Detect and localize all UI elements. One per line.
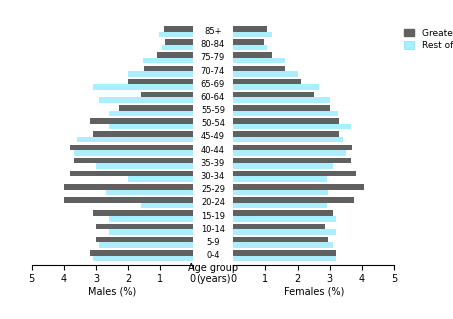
Bar	[73, 158, 193, 163]
Bar	[90, 250, 193, 256]
Bar	[109, 111, 193, 116]
Bar	[233, 79, 301, 84]
Bar	[233, 203, 327, 208]
Bar	[233, 105, 330, 111]
Text: 70-74: 70-74	[201, 67, 225, 76]
Bar	[233, 163, 333, 169]
Bar	[64, 184, 193, 190]
Bar	[96, 224, 193, 229]
Bar	[233, 71, 298, 77]
Bar	[141, 203, 193, 208]
Text: 30-34: 30-34	[201, 172, 225, 181]
Bar	[233, 26, 267, 32]
Bar	[233, 145, 352, 150]
Legend: Greater capital cities, Rest of Australia: Greater capital cities, Rest of Australi…	[402, 27, 453, 52]
Bar	[233, 65, 285, 71]
Bar	[233, 52, 272, 58]
Bar	[109, 124, 193, 129]
Bar	[73, 150, 193, 156]
Text: 25-29: 25-29	[201, 185, 225, 194]
Bar	[93, 84, 193, 90]
Bar	[64, 197, 193, 203]
Text: 65-69: 65-69	[201, 80, 225, 89]
Text: 55-59: 55-59	[201, 106, 225, 115]
Bar	[93, 131, 193, 137]
Bar	[233, 84, 318, 90]
Bar	[106, 190, 193, 195]
Text: 10-14: 10-14	[201, 225, 225, 234]
Bar	[128, 71, 193, 77]
X-axis label: Females (%): Females (%)	[284, 286, 344, 297]
Bar	[99, 97, 193, 103]
Bar	[164, 26, 193, 32]
Bar	[109, 229, 193, 235]
Bar	[143, 58, 193, 63]
Text: 40-44: 40-44	[201, 146, 225, 155]
Bar	[233, 171, 356, 176]
Bar	[109, 216, 193, 222]
Bar	[233, 229, 336, 235]
X-axis label: Males (%): Males (%)	[88, 286, 136, 297]
Text: 60-64: 60-64	[201, 93, 225, 102]
Bar	[233, 197, 354, 203]
Bar	[233, 111, 338, 116]
Bar	[233, 39, 264, 45]
Text: 35-39: 35-39	[201, 159, 225, 168]
Bar	[233, 118, 339, 124]
Bar	[233, 256, 336, 261]
Bar	[77, 137, 193, 143]
Bar	[233, 184, 364, 190]
Text: 20-24: 20-24	[201, 198, 225, 207]
Bar	[90, 118, 193, 124]
Text: 5-9: 5-9	[206, 238, 220, 247]
Text: 15-19: 15-19	[201, 211, 225, 220]
Text: 85+: 85+	[204, 27, 222, 36]
Bar	[233, 224, 325, 229]
Text: 45-49: 45-49	[201, 132, 225, 141]
Bar	[233, 211, 333, 216]
Bar	[233, 124, 351, 129]
Bar	[159, 32, 193, 37]
Bar	[233, 237, 328, 242]
Bar	[128, 79, 193, 84]
Bar	[99, 242, 193, 248]
Bar	[233, 176, 327, 182]
Text: 80-84: 80-84	[201, 40, 225, 49]
Bar	[70, 145, 193, 150]
Bar	[157, 52, 193, 58]
Bar	[233, 92, 314, 97]
Bar	[233, 97, 330, 103]
Bar	[233, 150, 346, 156]
Bar	[233, 216, 336, 222]
Bar	[233, 242, 333, 248]
Bar	[141, 92, 193, 97]
Bar	[233, 137, 342, 143]
Bar	[165, 39, 193, 45]
Bar	[96, 237, 193, 242]
Bar	[128, 176, 193, 182]
Bar	[145, 65, 193, 71]
Text: 75-79: 75-79	[201, 53, 225, 63]
Bar	[70, 171, 193, 176]
Bar	[93, 211, 193, 216]
Text: 0-4: 0-4	[206, 251, 220, 260]
Bar	[233, 190, 328, 195]
Bar	[233, 250, 336, 256]
Bar	[233, 32, 272, 37]
Bar	[233, 45, 267, 50]
Bar	[119, 105, 193, 111]
Bar	[96, 163, 193, 169]
Bar	[233, 158, 351, 163]
Bar	[162, 45, 193, 50]
Bar	[93, 256, 193, 261]
Bar	[233, 131, 339, 137]
Text: 50-54: 50-54	[201, 119, 225, 128]
Bar	[233, 58, 285, 63]
Text: Age group
(years): Age group (years)	[188, 263, 238, 285]
